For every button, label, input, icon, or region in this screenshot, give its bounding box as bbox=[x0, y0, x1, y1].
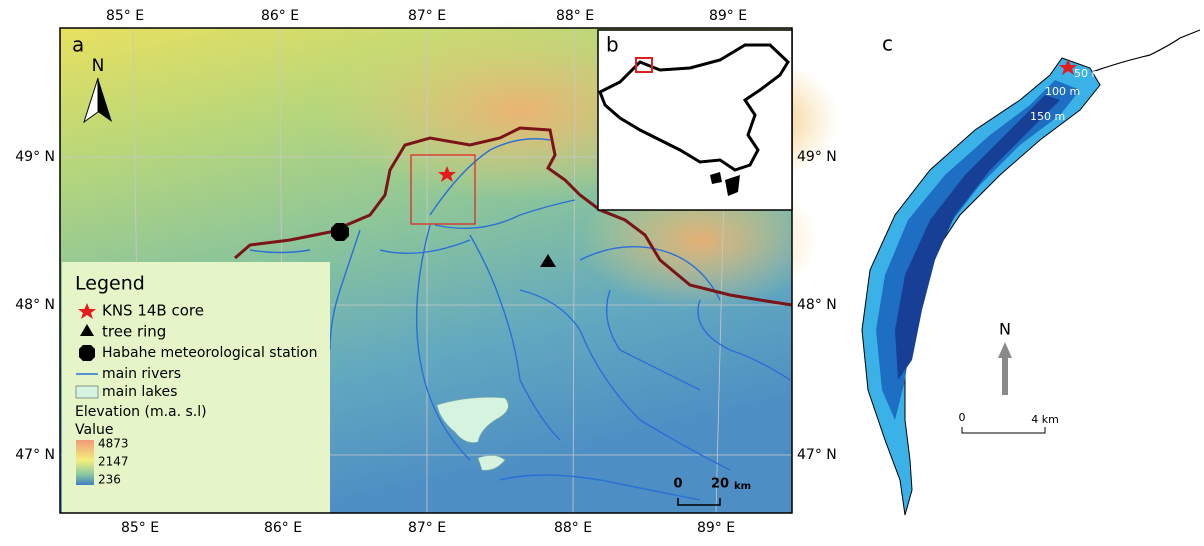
lon-tick: 88° E bbox=[554, 520, 592, 536]
legend-title: Legend bbox=[75, 273, 145, 295]
lon-tick: 86° E bbox=[261, 8, 299, 24]
lat-tick: 47° N bbox=[15, 447, 55, 463]
lon-tick: 87° E bbox=[408, 520, 446, 536]
lon-tick: 88° E bbox=[556, 8, 594, 24]
depth-label: 50 m bbox=[1074, 67, 1102, 80]
panel-label: c bbox=[882, 32, 893, 56]
elevation-value: 2147 bbox=[98, 455, 129, 469]
figure: a N Legend KNS 14B core tree ring Habahe… bbox=[0, 0, 1204, 542]
legend-item: main rivers bbox=[102, 366, 181, 382]
lat-tick: 49° N bbox=[797, 149, 837, 165]
lon-tick: 89° E bbox=[709, 8, 747, 24]
lon-tick: 85° E bbox=[121, 520, 159, 536]
depth-label: 150 m bbox=[1030, 110, 1065, 123]
scale-label: 4 km bbox=[1031, 413, 1059, 426]
depth-label: 100 m bbox=[1045, 85, 1080, 98]
inflow-river bbox=[1092, 30, 1200, 72]
elevation-value: 4873 bbox=[98, 437, 129, 451]
lat-tick: 47° N bbox=[797, 447, 837, 463]
lon-tick: 86° E bbox=[264, 520, 302, 536]
lat-tick: 48° N bbox=[15, 297, 55, 313]
legend-item: tree ring bbox=[102, 323, 166, 341]
panel-b: b bbox=[598, 30, 792, 210]
north-arrow: N bbox=[998, 320, 1012, 396]
legend: Legend KNS 14B core tree ring Habahe met… bbox=[62, 262, 330, 513]
legend-lake bbox=[76, 386, 98, 398]
north-label: N bbox=[999, 320, 1011, 339]
elevation-ramp bbox=[76, 440, 94, 485]
panel-c: c 50 m 100 m 150 m N 0 4 km bbox=[862, 30, 1200, 515]
legend-item: main lakes bbox=[102, 384, 177, 400]
panel-label: b bbox=[606, 33, 619, 57]
scale-label: 0 bbox=[959, 411, 966, 424]
legend-octagon bbox=[79, 345, 95, 361]
legend-elevation-title: Elevation (m.a. s.l) bbox=[75, 404, 207, 420]
elevation-value: 236 bbox=[98, 473, 121, 487]
panel-label: a bbox=[72, 33, 84, 57]
legend-item: KNS 14B core bbox=[102, 302, 204, 320]
north-label: N bbox=[92, 56, 105, 76]
scale-label: 0 bbox=[673, 477, 682, 492]
scale-label: 20 bbox=[711, 477, 729, 492]
scale-unit: km bbox=[734, 481, 751, 492]
station-marker bbox=[331, 223, 349, 241]
lat-tick: 48° N bbox=[797, 297, 837, 313]
lon-tick: 85° E bbox=[106, 8, 144, 24]
lon-tick: 87° E bbox=[408, 8, 446, 24]
lat-tick: 49° N bbox=[15, 149, 55, 165]
legend-item: Habahe meteorological station bbox=[102, 345, 317, 361]
scale-bar: 0 4 km bbox=[959, 411, 1059, 433]
lon-tick: 89° E bbox=[697, 520, 735, 536]
